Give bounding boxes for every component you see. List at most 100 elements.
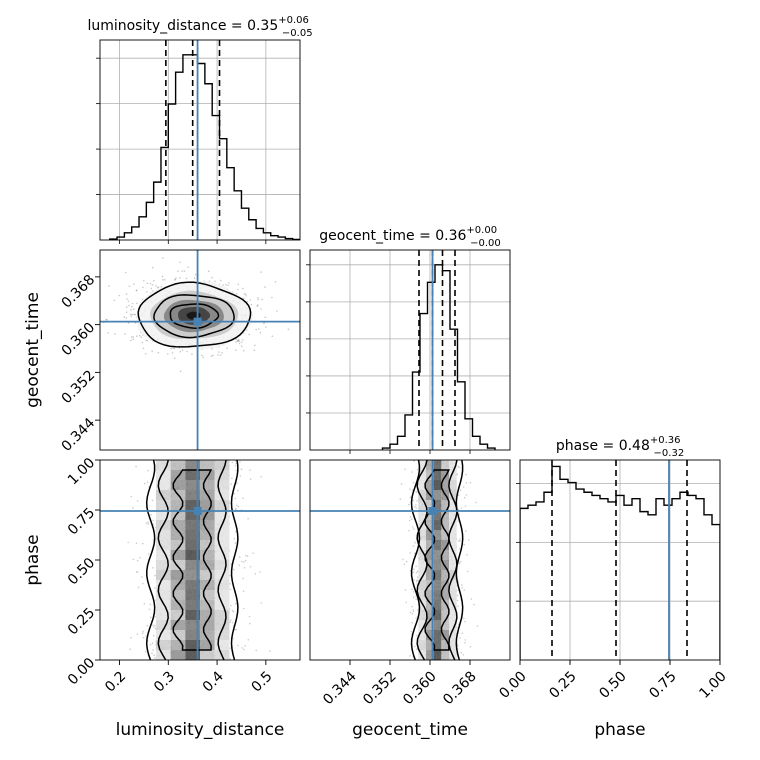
density-cell bbox=[425, 480, 434, 490]
sample-point bbox=[464, 641, 466, 644]
sample-point bbox=[243, 349, 245, 352]
sample-point bbox=[469, 481, 472, 484]
density-cell bbox=[200, 640, 215, 650]
density-cell bbox=[185, 480, 201, 490]
sample-point bbox=[271, 296, 273, 299]
sample-point bbox=[460, 651, 463, 654]
hist-panel-geocent_time: geocent_time = 0.36+0.00 −0.00 bbox=[306, 225, 511, 454]
contour-line bbox=[416, 460, 458, 660]
density-cell bbox=[449, 550, 457, 560]
sample-point bbox=[147, 553, 150, 555]
density-cell bbox=[441, 610, 450, 620]
density-cell bbox=[170, 620, 186, 630]
density-cell bbox=[200, 560, 215, 570]
density-cell bbox=[170, 610, 186, 620]
density-cell bbox=[185, 510, 201, 520]
density-cell bbox=[441, 500, 450, 510]
sample-point bbox=[142, 542, 144, 545]
sample-point bbox=[412, 481, 415, 484]
density-cell bbox=[170, 590, 186, 600]
density-cell bbox=[433, 570, 442, 580]
sample-point bbox=[460, 507, 463, 509]
x-axis-label-c1: geocent_time bbox=[352, 720, 468, 740]
sample-point bbox=[157, 351, 160, 354]
density-cell bbox=[214, 530, 230, 540]
sample-point bbox=[465, 473, 467, 476]
density-cell bbox=[433, 510, 442, 520]
sample-point bbox=[463, 589, 466, 591]
y-tick-label: 0.25 bbox=[65, 605, 98, 638]
sample-point bbox=[415, 598, 418, 600]
sample-point bbox=[265, 326, 267, 328]
sample-point bbox=[468, 539, 470, 541]
sample-point bbox=[463, 617, 465, 620]
sample-point bbox=[211, 276, 213, 279]
x-axis-label-c0: luminosity_distance bbox=[116, 720, 285, 740]
sample-point bbox=[152, 519, 154, 522]
sample-point bbox=[457, 494, 460, 496]
sample-point bbox=[145, 339, 147, 342]
y-tick-label: 1.00 bbox=[65, 455, 98, 488]
density-cell bbox=[425, 540, 434, 550]
sample-point bbox=[151, 350, 153, 352]
panel-title: luminosity_distance = 0.35+0.06 −0.05 bbox=[87, 15, 312, 39]
density-cell bbox=[185, 520, 201, 530]
density-cell bbox=[155, 500, 171, 510]
sample-point bbox=[235, 341, 237, 343]
sample-point bbox=[147, 521, 149, 523]
sample-point bbox=[222, 284, 225, 286]
sample-point bbox=[125, 311, 128, 314]
sample-point bbox=[135, 465, 137, 468]
density-cell bbox=[425, 470, 434, 480]
sample-point bbox=[237, 489, 239, 492]
density-cell bbox=[170, 560, 186, 570]
density-cell bbox=[200, 480, 215, 490]
density-cell bbox=[200, 620, 215, 630]
density-cell bbox=[200, 600, 215, 610]
density-cell bbox=[449, 640, 457, 650]
x-tick-label: 0.3 bbox=[151, 668, 178, 695]
sample-point bbox=[405, 561, 408, 563]
sample-point bbox=[162, 257, 164, 259]
sample-point bbox=[248, 333, 250, 336]
sample-point bbox=[460, 584, 463, 586]
hist-steps bbox=[381, 264, 496, 450]
sample-point bbox=[463, 543, 466, 546]
sample-point bbox=[173, 279, 176, 281]
sample-point bbox=[171, 352, 174, 354]
sample-point bbox=[412, 545, 415, 547]
contour-line bbox=[137, 281, 252, 348]
sample-point bbox=[246, 555, 249, 557]
panel-title: phase = 0.48+0.36 −0.32 bbox=[556, 435, 684, 459]
density-cell bbox=[441, 520, 450, 530]
sample-point bbox=[145, 291, 148, 293]
density-cell bbox=[418, 480, 426, 490]
density-cell bbox=[433, 500, 442, 510]
density-cell bbox=[449, 490, 457, 500]
sample-point bbox=[415, 617, 418, 619]
sample-point bbox=[179, 277, 181, 279]
sample-point bbox=[234, 497, 236, 500]
sample-point bbox=[411, 518, 413, 520]
sample-point bbox=[238, 342, 241, 345]
sample-point bbox=[210, 355, 213, 358]
sample-point bbox=[130, 339, 132, 342]
density-cell bbox=[433, 490, 442, 500]
sample-point bbox=[113, 299, 115, 302]
density-cell bbox=[200, 550, 215, 560]
hist-steps bbox=[109, 54, 300, 240]
sample-point bbox=[152, 624, 154, 626]
sample-point bbox=[141, 632, 144, 634]
density-cell bbox=[214, 630, 230, 640]
sample-point bbox=[154, 657, 156, 659]
sample-point bbox=[416, 648, 418, 650]
sample-point bbox=[415, 580, 418, 583]
sample-point bbox=[260, 271, 262, 273]
density-cell bbox=[433, 630, 442, 640]
density-cell bbox=[155, 560, 171, 570]
density-cell bbox=[441, 570, 450, 580]
hist-panel-luminosity_distance: luminosity_distance = 0.35+0.06 −0.05 bbox=[87, 15, 313, 244]
sample-point bbox=[136, 571, 138, 573]
sample-point bbox=[412, 528, 415, 530]
sample-point bbox=[202, 356, 204, 359]
